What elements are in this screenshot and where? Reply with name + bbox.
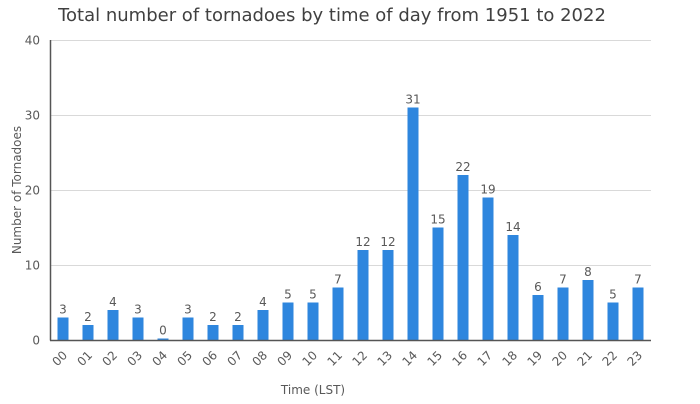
data-label: 0: [159, 324, 167, 338]
bar: [332, 287, 344, 340]
x-tick-label: 04: [149, 348, 170, 369]
bar: [207, 325, 219, 340]
data-label: 6: [534, 280, 542, 294]
data-label: 5: [284, 288, 292, 302]
x-tick-label: 21: [574, 348, 595, 369]
data-label: 2: [234, 310, 242, 324]
data-label: 15: [430, 213, 445, 227]
x-tick-label: 05: [174, 348, 195, 369]
data-label: 2: [84, 310, 92, 324]
data-label: 12: [355, 235, 370, 249]
bar: [557, 287, 569, 340]
chart-title: Total number of tornadoes by time of day…: [57, 5, 606, 26]
x-tick-label: 00: [49, 348, 70, 369]
data-label: 8: [584, 265, 592, 279]
bar: [132, 317, 144, 340]
x-tick-label: 17: [474, 348, 495, 369]
bar: [532, 295, 544, 340]
data-label: 7: [334, 273, 342, 287]
bar: [432, 227, 444, 340]
x-tick-label: 08: [249, 348, 270, 369]
data-label: 7: [559, 273, 567, 287]
data-label: 5: [309, 288, 317, 302]
x-tick-label: 01: [74, 348, 95, 369]
x-tick-label: 16: [449, 348, 470, 369]
x-tick-label: 14: [399, 348, 420, 369]
bar: [307, 302, 319, 340]
x-tick-label: 12: [349, 348, 370, 369]
y-tick-label: 10: [25, 259, 40, 273]
y-tick-labels: 0 10 20 30 40: [25, 34, 40, 348]
bar: [607, 302, 619, 340]
data-label: 3: [59, 303, 67, 317]
data-label: 19: [480, 183, 495, 197]
x-tick-label: 15: [424, 348, 445, 369]
bar: [582, 280, 594, 340]
data-label: 12: [380, 235, 395, 249]
bar: [182, 317, 194, 340]
bar: [257, 310, 269, 340]
bar: [57, 317, 69, 340]
data-label: 7: [634, 273, 642, 287]
y-tick-label: 30: [25, 109, 40, 123]
data-label: 31: [405, 93, 420, 107]
data-label: 4: [259, 295, 267, 309]
data-label: 14: [505, 220, 520, 234]
x-tick-label: 20: [549, 348, 570, 369]
bar: [282, 302, 294, 340]
gridlines: [50, 40, 651, 266]
x-tick-label: 03: [124, 348, 145, 369]
y-axis-label: Number of Tornadoes: [10, 126, 24, 254]
data-label: 22: [455, 160, 470, 174]
x-tick-label: 19: [524, 348, 545, 369]
x-axis-label: Time (LST): [280, 383, 345, 397]
y-tick-label: 0: [32, 334, 40, 348]
data-label: 4: [109, 295, 117, 309]
bar: [382, 250, 394, 340]
x-tick-label: 06: [199, 348, 220, 369]
bar: [82, 325, 94, 340]
bar: [232, 325, 244, 340]
bar: [107, 310, 119, 340]
x-tick-label: 22: [599, 348, 620, 369]
x-tick-label: 18: [499, 348, 520, 369]
x-tick-label: 23: [624, 348, 645, 369]
data-label: 3: [134, 303, 142, 317]
y-tick-label: 20: [25, 184, 40, 198]
bar: [457, 175, 469, 340]
x-tick-label: 10: [299, 348, 320, 369]
x-tick-label: 11: [324, 348, 345, 369]
x-tick-labels: 00 01 02 03 04 05 06 07 08 09 10 11 12 13 14 15 16 17 18 19…: [49, 348, 645, 369]
x-tick-label: 13: [374, 348, 395, 369]
bar: [157, 338, 169, 340]
bar: [357, 250, 369, 340]
bar: [507, 235, 519, 340]
data-label: 5: [609, 288, 617, 302]
bar: [632, 287, 644, 340]
x-tick-label: 02: [99, 348, 120, 369]
x-tick-label: 07: [224, 348, 245, 369]
bar: [407, 107, 419, 340]
bar: [482, 197, 494, 340]
data-label: 2: [209, 310, 217, 324]
x-tick-label: 09: [274, 348, 295, 369]
data-label: 3: [184, 303, 192, 317]
y-tick-label: 40: [25, 34, 40, 48]
